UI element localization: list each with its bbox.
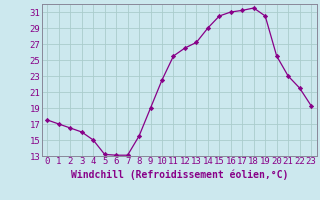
X-axis label: Windchill (Refroidissement éolien,°C): Windchill (Refroidissement éolien,°C) bbox=[70, 169, 288, 180]
